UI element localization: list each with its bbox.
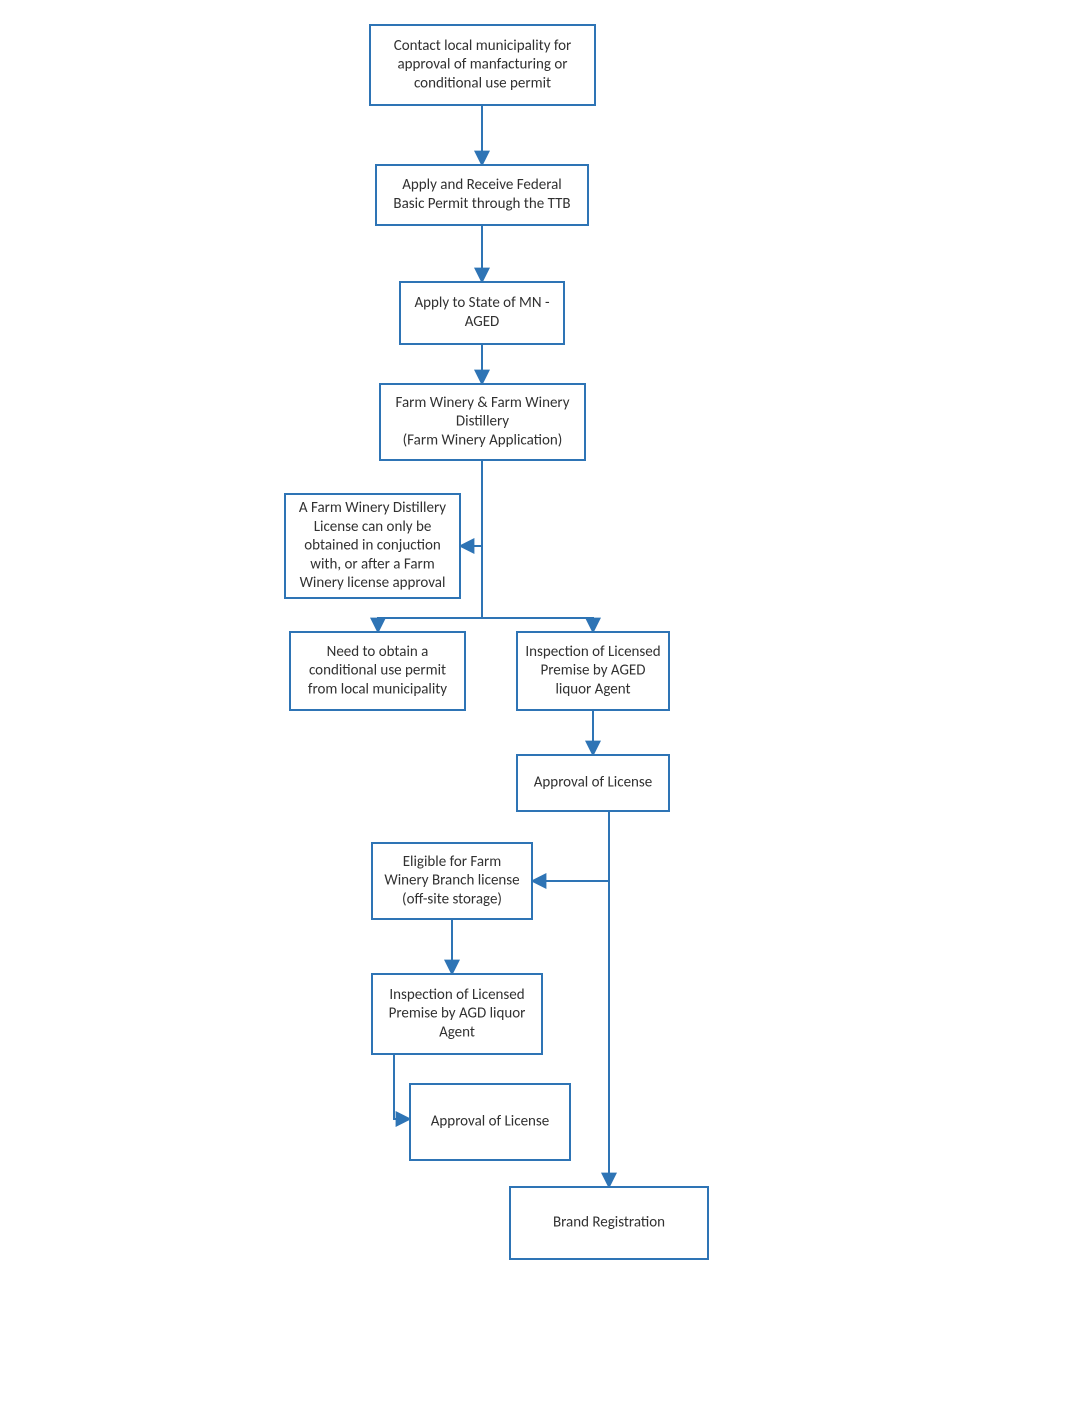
flowchart-node: Contact local municipality forapproval o… xyxy=(370,25,595,105)
flowchart-node-label: from local municipality xyxy=(308,680,447,698)
flowchart-node: Inspection of LicensedPremise by AGEDliq… xyxy=(517,632,669,710)
flowchart-node-label: Inspection of Licensed xyxy=(525,643,660,661)
flowchart-node-label: conditional use permit xyxy=(309,662,446,680)
flowchart-node: Inspection of LicensedPremise by AGD liq… xyxy=(372,974,542,1054)
flowchart-node: Approval of License xyxy=(410,1084,570,1160)
flowchart-node-label: Farm Winery & Farm Winery xyxy=(395,394,569,412)
flowchart-node-label: AGED xyxy=(465,313,500,331)
flowchart-node-label: Premise by AGD liquor xyxy=(389,1005,526,1023)
flowchart-node-label: liquor Agent xyxy=(555,680,630,698)
flowchart-node-label: Winery Branch license xyxy=(384,872,519,890)
flowchart-node-label: with, or after a Farm xyxy=(310,555,434,573)
flowchart-node-label: License can only be xyxy=(314,518,432,536)
flowchart-canvas: Contact local municipality forapproval o… xyxy=(0,0,1087,1424)
flowchart-node-label: Approval of License xyxy=(431,1113,550,1131)
flowchart-node-label: approval of manfacturing or xyxy=(397,56,567,74)
flowchart-node-label: Agent xyxy=(439,1023,475,1041)
flowchart-node: Brand Registration xyxy=(510,1187,708,1259)
flowchart-node-label: Eligible for Farm xyxy=(403,853,502,871)
flowchart-node-label: Winery license approval xyxy=(300,574,446,592)
flowchart-node-label: A Farm Winery Distillery xyxy=(299,499,446,517)
flowchart-node: Apply and Receive FederalBasic Permit th… xyxy=(376,165,588,225)
flowchart-node-label: Brand Registration xyxy=(553,1214,665,1232)
flowchart-node-label: Distillery xyxy=(456,413,509,431)
flowchart-node: Farm Winery & Farm WineryDistillery(Farm… xyxy=(380,384,585,460)
flowchart-node-label: conditional use permit xyxy=(414,74,551,92)
flowchart-node-label: obtained in conjuction xyxy=(304,537,441,555)
flowchart-node-label: Approval of License xyxy=(534,774,653,792)
flowchart-edge xyxy=(482,618,593,632)
flowchart-node-label: Need to obtain a xyxy=(327,643,429,661)
flowchart-node-label: Apply to State of MN - xyxy=(414,294,550,312)
flowchart-edge xyxy=(378,618,482,632)
flowchart-node: Apply to State of MN -AGED xyxy=(400,282,564,344)
flowchart-node-label: (Farm Winery Application) xyxy=(403,431,563,449)
flowchart-node: Approval of License xyxy=(517,755,669,811)
flowchart-node: Eligible for FarmWinery Branch license(o… xyxy=(372,843,532,919)
flowchart-node-label: (off-site storage) xyxy=(402,890,502,908)
flowchart-node-label: Basic Permit through the TTB xyxy=(393,195,570,213)
flowchart-node: A Farm Winery DistilleryLicense can only… xyxy=(285,494,460,598)
flowchart-node-label: Apply and Receive Federal xyxy=(402,176,562,194)
flowchart-node: Need to obtain aconditional use permitfr… xyxy=(290,632,465,710)
flowchart-nodes: Contact local municipality forapproval o… xyxy=(285,25,708,1259)
flowchart-node-label: Contact local municipality for xyxy=(394,37,572,55)
flowchart-edge xyxy=(394,1054,410,1119)
flowchart-node-label: Premise by AGED xyxy=(541,662,646,680)
flowchart-node-label: Inspection of Licensed xyxy=(389,986,524,1004)
